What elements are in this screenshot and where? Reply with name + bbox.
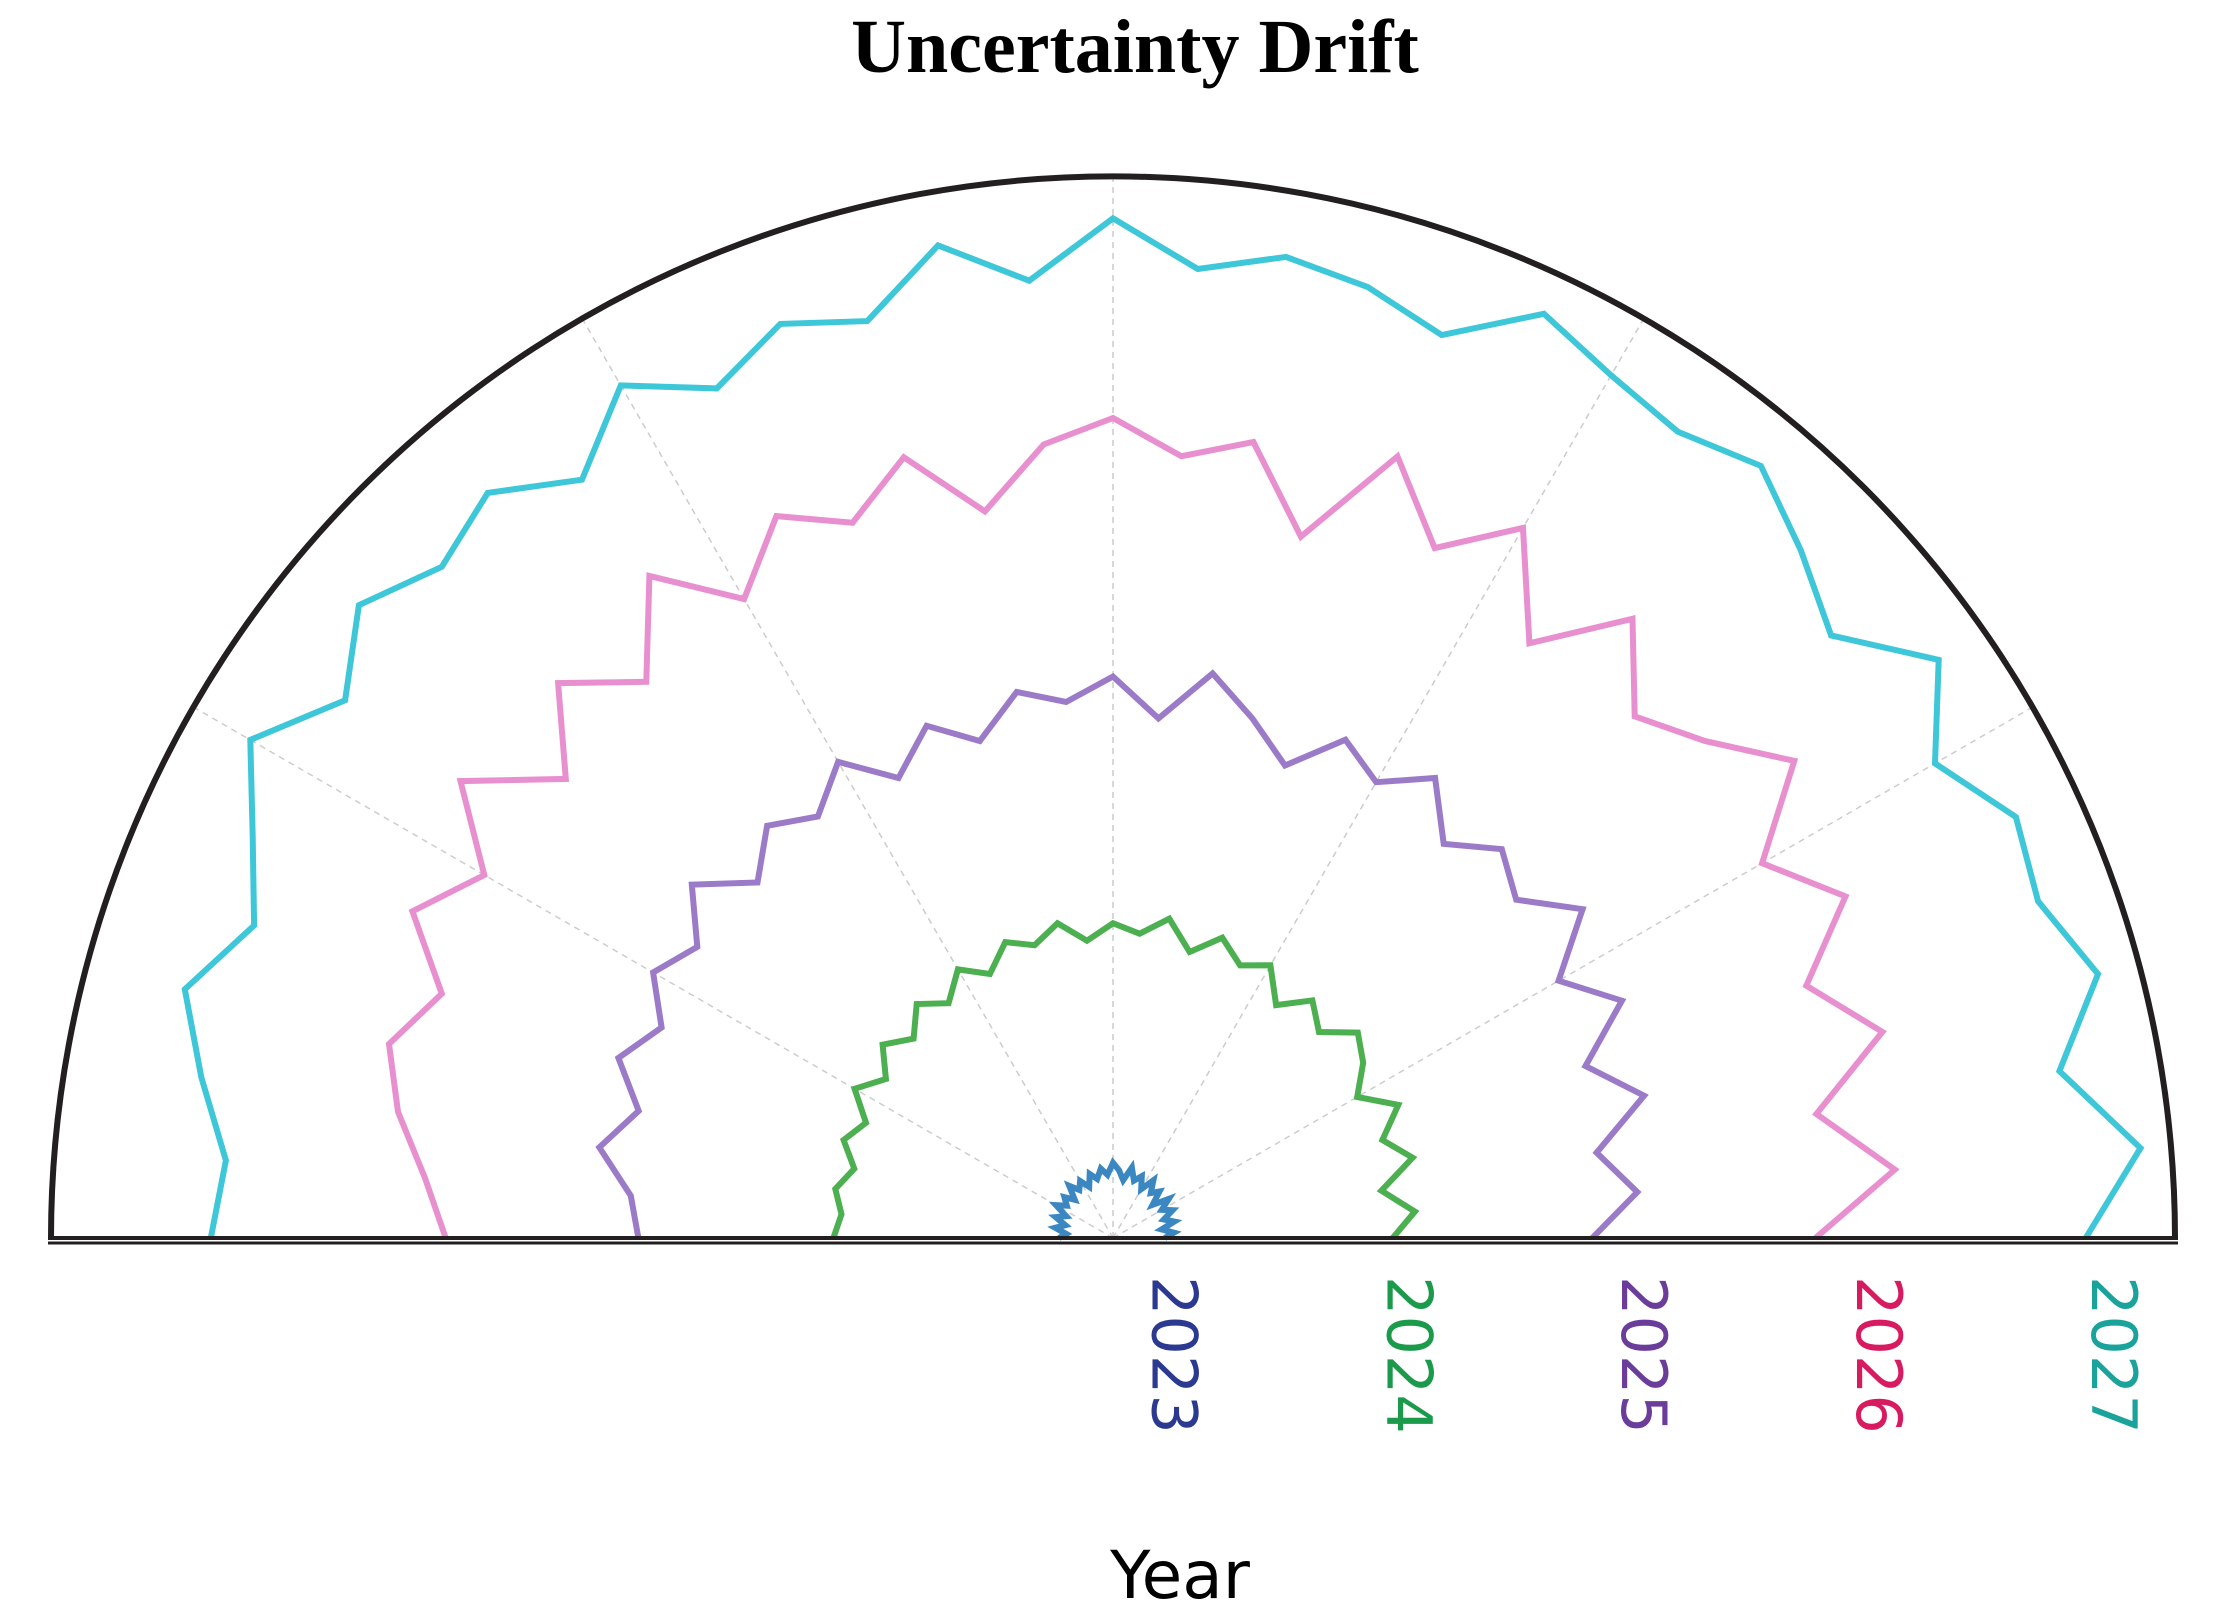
series-line: [385, 414, 1900, 1241]
grid-line: [581, 317, 1114, 1239]
r-tick-label: 2024: [1372, 1276, 1445, 1434]
outer-frame: [48, 173, 2178, 1239]
series-line: [595, 669, 1649, 1241]
series-line: [1047, 1157, 1183, 1241]
grid-line: [1112, 317, 1645, 1239]
r-tick-label: 2026: [1842, 1276, 1915, 1434]
chart-title: Uncertainty Drift: [851, 5, 1419, 89]
grid-line: [1112, 706, 2034, 1239]
r-tick-label: 2023: [1137, 1276, 1210, 1434]
series-line: [181, 214, 2145, 1240]
r-tick-label: 2025: [1607, 1276, 1680, 1434]
axis-label: Year: [1109, 1537, 1251, 1610]
r-tick-label: 2027: [2077, 1276, 2150, 1434]
series-line: [830, 914, 1420, 1240]
